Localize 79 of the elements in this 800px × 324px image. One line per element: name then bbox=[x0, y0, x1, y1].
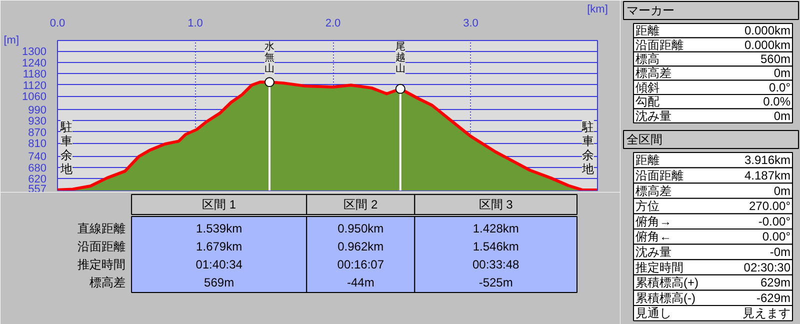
x-tick-label: 1.0 bbox=[188, 18, 203, 30]
text: 01:40:34 bbox=[196, 258, 243, 272]
y-tick-label: 1060 bbox=[22, 91, 47, 104]
text: 0.00° bbox=[762, 230, 791, 244]
text: 累積標高(+) bbox=[636, 276, 699, 290]
text: 569m bbox=[204, 276, 234, 290]
text: 1.539km bbox=[196, 222, 242, 236]
ref-line-label: 水無山 bbox=[264, 40, 275, 74]
text: 沈み量 bbox=[636, 244, 672, 259]
y-tick-label: 1240 bbox=[22, 57, 47, 70]
text: 距離 bbox=[636, 24, 660, 38]
text: 標高 bbox=[636, 52, 660, 66]
text: 沿面距離 bbox=[636, 168, 684, 182]
text: 0.000km bbox=[744, 24, 791, 38]
x-tick-label: 2.0 bbox=[325, 18, 341, 30]
text: 0m bbox=[774, 108, 791, 123]
y-tick-label: 810 bbox=[28, 138, 47, 150]
text: 沿面距離 bbox=[77, 240, 126, 254]
text: マーカー bbox=[626, 4, 674, 18]
text: 00:16:07 bbox=[337, 258, 384, 272]
text: 00:33:48 bbox=[472, 258, 520, 272]
text: 0.0° bbox=[769, 80, 791, 94]
x-tick-label: 0.0 bbox=[50, 18, 66, 30]
text: 標高差 bbox=[89, 276, 126, 290]
y-tick-label: 1180 bbox=[22, 68, 46, 81]
text: 区間 3 bbox=[478, 198, 514, 212]
text: 俯角← bbox=[636, 230, 672, 244]
text: -0m bbox=[770, 244, 791, 259]
text: 距離 bbox=[636, 153, 660, 168]
text: 0.950km bbox=[338, 222, 384, 236]
y-tick-label: 740 bbox=[28, 151, 47, 164]
text: 0.000km bbox=[744, 38, 791, 52]
text: 270.00° bbox=[749, 199, 791, 214]
text: 1.546km bbox=[472, 240, 519, 254]
text: 0m bbox=[774, 66, 791, 80]
y-axis-title: [m] bbox=[4, 34, 20, 46]
y-tick-label: 930 bbox=[28, 116, 47, 128]
text: 傾斜 bbox=[636, 80, 660, 94]
text: 0.0% bbox=[763, 94, 791, 109]
text: 3.916km bbox=[744, 153, 791, 168]
annotation: 駐車余地 bbox=[60, 120, 72, 176]
text: 方位 bbox=[636, 199, 660, 214]
text: 推定時間 bbox=[77, 258, 126, 272]
text: 俯角→ bbox=[636, 214, 672, 228]
text: 629m bbox=[760, 276, 791, 290]
text: 沿面距離 bbox=[636, 38, 684, 52]
text: 区間 1 bbox=[202, 198, 236, 212]
y-tick-label: 1300 bbox=[22, 46, 47, 58]
annotation: 駐車余地 bbox=[580, 120, 594, 176]
text: 標高差 bbox=[636, 66, 672, 80]
text: 見えます bbox=[742, 306, 790, 320]
text: 直線距離 bbox=[77, 222, 126, 236]
text: 1.428km bbox=[472, 222, 519, 236]
text: 02:30:30 bbox=[744, 260, 791, 274]
text: 4.187km bbox=[744, 168, 791, 182]
text: 沈み量 bbox=[636, 108, 672, 123]
text: 累積標高(-) bbox=[636, 290, 696, 305]
x-tick-label: 3.0 bbox=[463, 18, 478, 30]
text: 0.962km bbox=[338, 240, 384, 254]
ref-line-label: 尾越山 bbox=[395, 42, 406, 74]
y-tick-label: 1120 bbox=[22, 80, 46, 92]
text: 標高差 bbox=[636, 184, 672, 198]
y-tick-label: 870 bbox=[28, 126, 47, 139]
text: 勾配 bbox=[636, 94, 660, 109]
text: 560m bbox=[760, 52, 791, 66]
text: -525m bbox=[478, 276, 513, 290]
text: -629m bbox=[756, 290, 791, 305]
text: 見通し bbox=[636, 306, 672, 320]
y-tick-label: 680 bbox=[28, 162, 47, 174]
text: 推定時間 bbox=[636, 260, 684, 274]
text: 区間 2 bbox=[344, 198, 378, 212]
text: -0.00° bbox=[758, 214, 791, 228]
text: -44m bbox=[346, 276, 374, 290]
text: 全区間 bbox=[626, 132, 662, 146]
x-axis-title: [km] bbox=[587, 4, 608, 16]
text: 0m bbox=[774, 184, 791, 198]
y-tick-label: 620 bbox=[28, 174, 47, 186]
y-tick-label: 990 bbox=[28, 104, 47, 116]
text: 1.679km bbox=[196, 240, 242, 254]
